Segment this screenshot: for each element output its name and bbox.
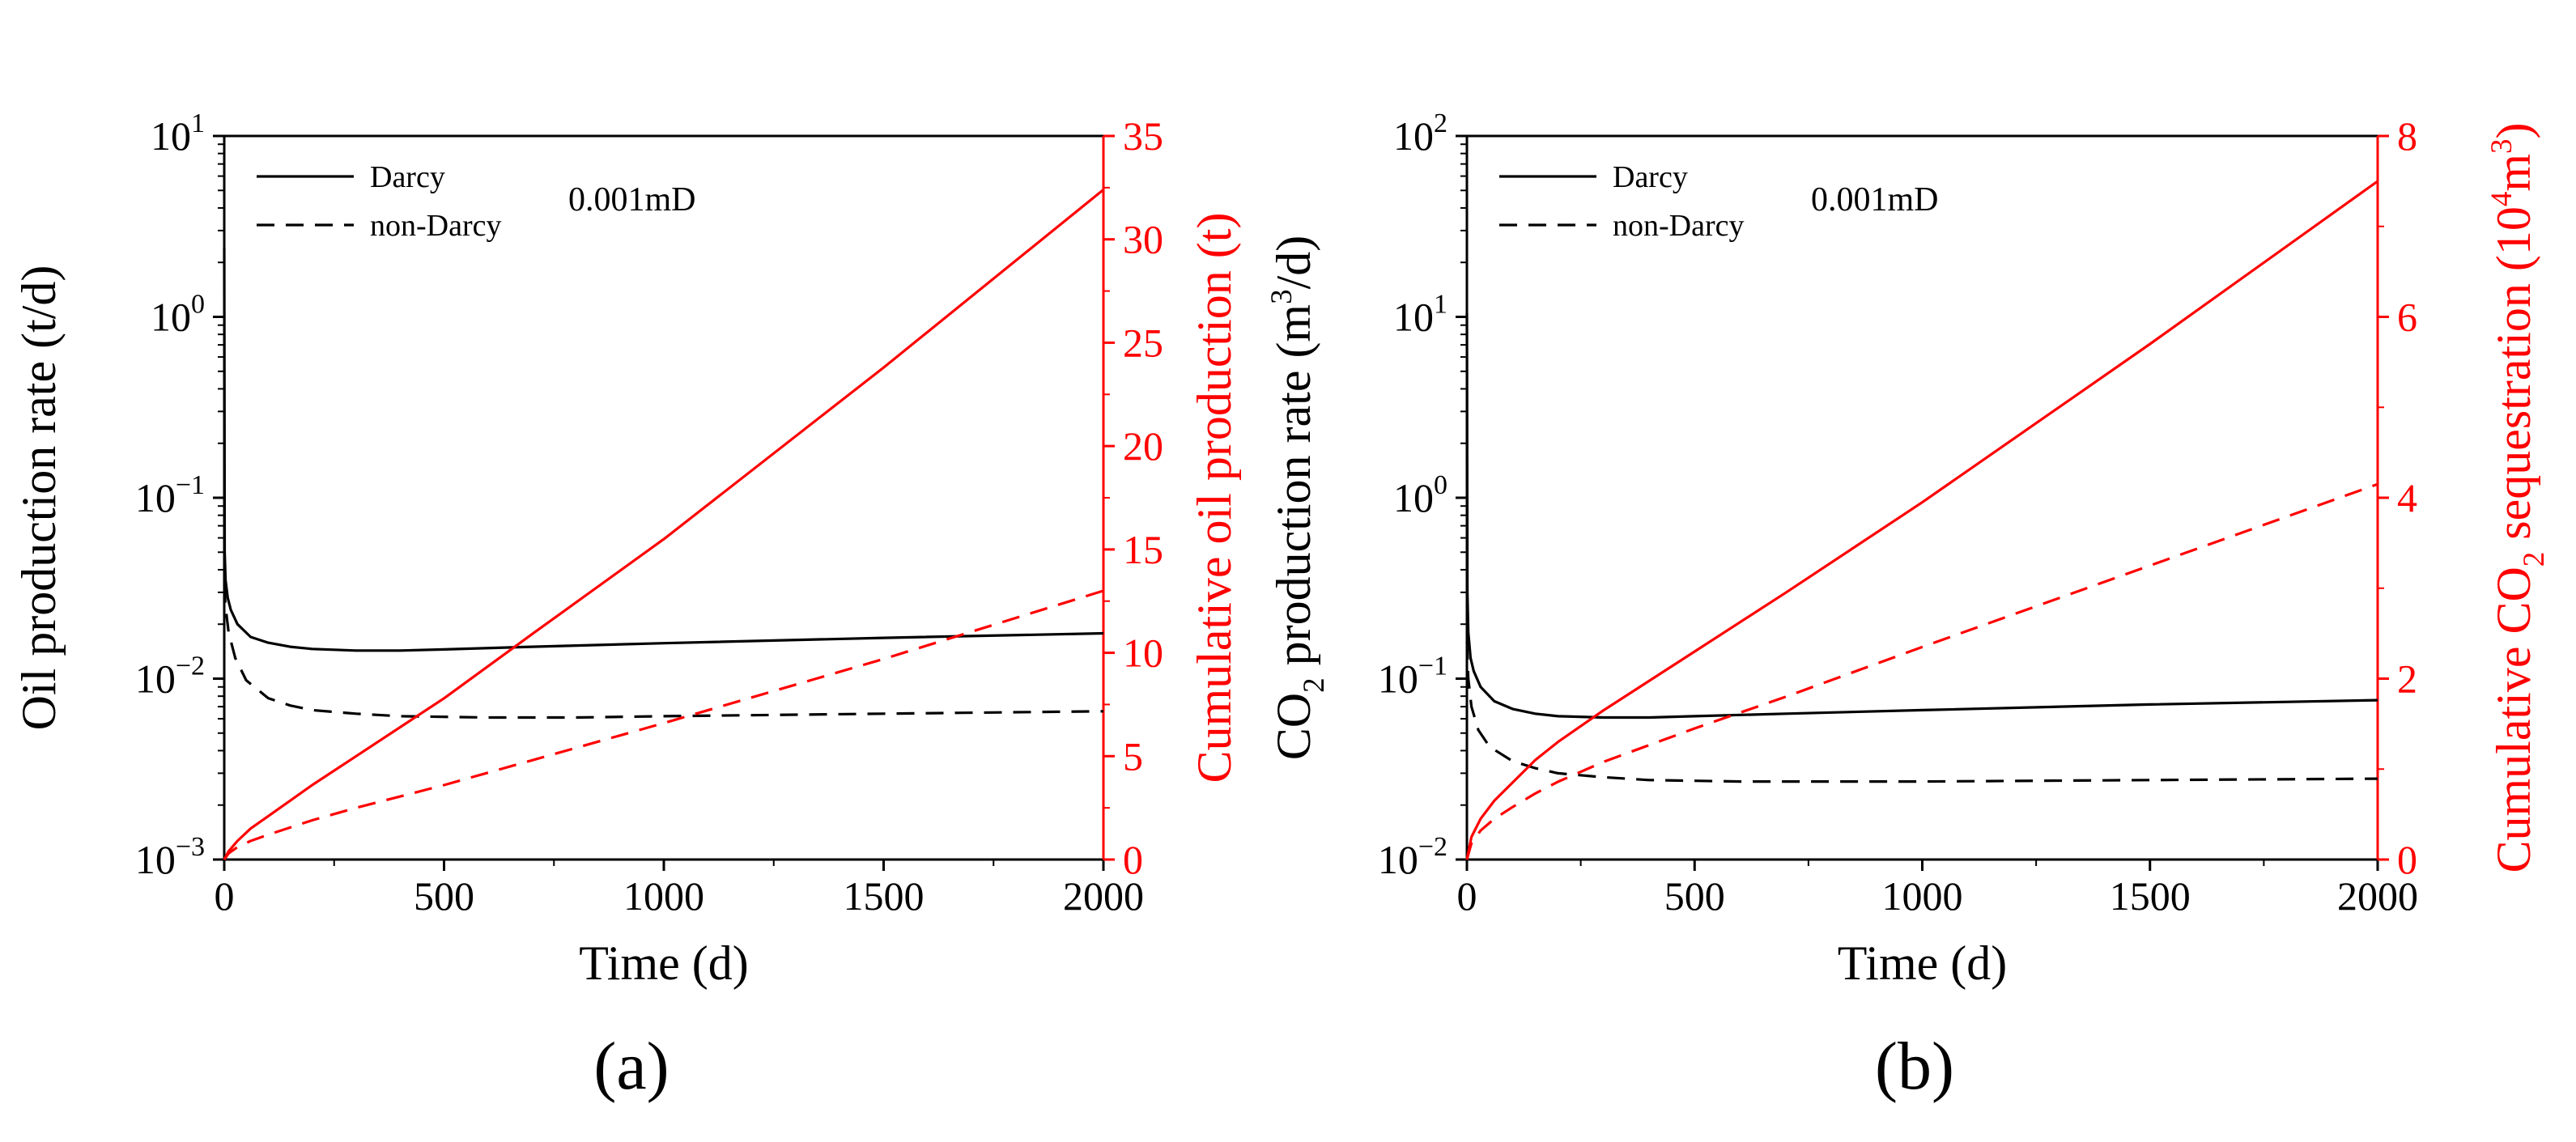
y-left-tick-label: 100 — [151, 290, 205, 340]
series-line-non-darcy-cumulative — [223, 589, 1104, 860]
y-right-axis-title: Cumulative CO2 sequestration (104m3) — [2485, 122, 2551, 872]
legend-label: non-Darcy — [370, 209, 501, 243]
legend-label: Darcy — [1613, 160, 1688, 194]
x-tick-label: 1000 — [1882, 873, 1963, 919]
y-left-tick-label: 10−3 — [135, 832, 205, 882]
y-right-tick-label: 25 — [1123, 320, 1163, 365]
y-right-tick-label: 5 — [1123, 733, 1143, 779]
y-left-tick-label: 101 — [151, 108, 205, 159]
y-right-tick-label: 0 — [2397, 837, 2417, 882]
x-tick-label: 500 — [1664, 873, 1725, 919]
x-tick-label: 0 — [1457, 873, 1477, 919]
permeability-annotation: 0.001mD — [568, 181, 696, 219]
y-left-axis-title: Oil production rate (t/d) — [12, 265, 66, 731]
y-left-tick-label: 10−1 — [135, 470, 205, 520]
panel-b: 0 500 1000 1500 2000 10−2 10−1 100 101 102 0 2 4 6 8 Da… — [1265, 108, 2551, 1104]
y-right-tick-label: 30 — [1123, 217, 1163, 262]
panel-label: (b) — [1875, 1029, 1954, 1104]
series-line-non-darcy — [1465, 641, 2378, 783]
y-right-tick-label: 6 — [2397, 295, 2417, 340]
y-left-axis-title: CO2 production rate (m3/d) — [1265, 236, 1331, 761]
y-right-tick-label: 8 — [2397, 113, 2417, 159]
y-right-tick-label: 15 — [1123, 527, 1163, 572]
panel-label: (a) — [593, 1029, 669, 1104]
panel-a: 0 500 1000 1500 2000 10−3 10−2 10−1 100 101 0 5 10 15… — [12, 108, 1241, 1104]
y-right-tick-label: 10 — [1123, 630, 1163, 676]
y-right-tick-label: 0 — [1123, 837, 1143, 882]
y-right-tick-label: 20 — [1123, 423, 1163, 469]
y-left-tick-label: 10−1 — [1378, 652, 1447, 702]
permeability-annotation: 0.001mD — [1811, 181, 1939, 219]
legend-label: non-Darcy — [1613, 209, 1744, 243]
x-tick-label: 1000 — [623, 873, 704, 919]
series-line-darcy-cumulative — [1465, 180, 2378, 860]
series-line-non-darcy-cumulative — [1465, 482, 2378, 860]
y-left-tick-label: 102 — [1393, 108, 1447, 159]
y-right-tick-label: 2 — [2397, 656, 2417, 702]
y-left-tick-label: 10−2 — [1378, 832, 1447, 882]
y-right-tick-label: 4 — [2397, 475, 2417, 520]
x-tick-label: 500 — [414, 873, 474, 919]
series-line-darcy-cumulative — [223, 189, 1105, 860]
x-tick-label: 2000 — [2337, 873, 2418, 919]
x-tick-label: 2000 — [1063, 873, 1144, 919]
x-tick-label: 1500 — [844, 873, 925, 919]
y-right-tick-label: 35 — [1123, 113, 1163, 159]
x-tick-label: 1500 — [2110, 873, 2191, 919]
y-right-axis-title: Cumulative oil production (t) — [1188, 213, 1241, 783]
series-line-darcy — [223, 248, 1104, 652]
series-line-darcy — [1465, 312, 2378, 720]
x-axis-title: Time (d) — [579, 936, 748, 990]
series-line-non-darcy — [223, 584, 1104, 720]
x-axis-title: Time (d) — [1838, 936, 2007, 990]
x-tick-label: 0 — [215, 873, 235, 919]
legend-label: Darcy — [370, 160, 445, 194]
y-left-tick-label: 10−2 — [135, 652, 205, 702]
y-left-tick-label: 100 — [1393, 470, 1447, 520]
y-left-tick-label: 101 — [1393, 290, 1447, 340]
